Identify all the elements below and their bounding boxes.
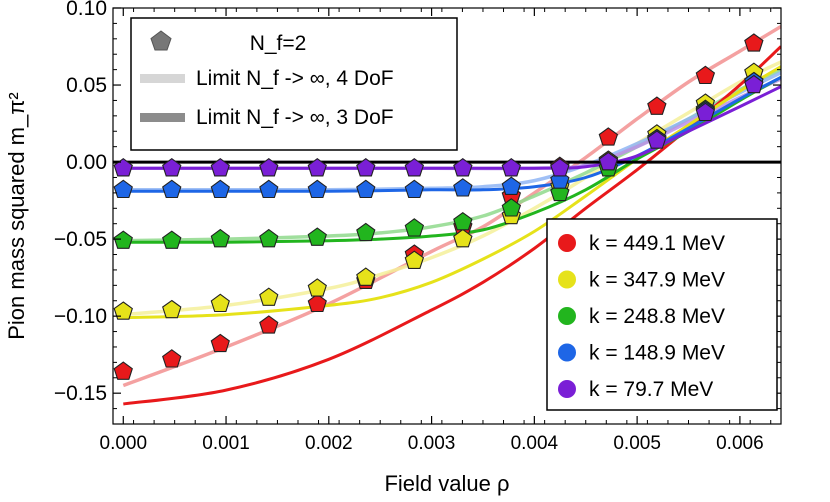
y-tick-label-1: −0.10 bbox=[54, 305, 107, 328]
y-tick-label-0: −0.15 bbox=[54, 382, 107, 405]
data-point-3-7 bbox=[453, 178, 473, 197]
data-point-4-2 bbox=[210, 158, 230, 177]
legend-label-4dof: Limit N_f -> ∞, 4 DoF bbox=[196, 67, 394, 90]
x-tick-label-1: 0.001 bbox=[202, 433, 250, 454]
data-point-0-11 bbox=[647, 96, 667, 115]
data-point-2-0 bbox=[113, 230, 133, 249]
plot-frame bbox=[112, 7, 782, 425]
data-point-2-1 bbox=[162, 230, 182, 249]
legend-swatch-3dof bbox=[140, 113, 185, 122]
x-tick-label-6: 0.006 bbox=[716, 433, 764, 454]
legend-pentagon-icon bbox=[150, 30, 172, 51]
x-tick-label-2: 0.002 bbox=[305, 433, 353, 454]
legend-dot-3 bbox=[558, 343, 576, 362]
legend-label-3dof: Limit N_f -> ∞, 3 DoF bbox=[196, 106, 394, 129]
x-tick-label-5: 0.005 bbox=[613, 433, 661, 454]
legend-series-label-2: k = 248.8 MeV bbox=[589, 305, 725, 328]
legend-series-label-3: k = 148.9 MeV bbox=[589, 342, 725, 365]
data-point-1-2 bbox=[210, 293, 230, 313]
data-point-3-8 bbox=[501, 176, 522, 195]
data-point-1-3 bbox=[259, 287, 279, 306]
data-point-0-4 bbox=[307, 293, 327, 313]
legend-series: k = 449.1 MeV k = 347.9 MeV k = 248.8 MeV k… bbox=[546, 218, 778, 411]
y-tick-label-2: −0.05 bbox=[54, 228, 107, 251]
data-point-4-0 bbox=[113, 158, 133, 177]
data-point-2-3 bbox=[259, 228, 279, 248]
data-point-0-10 bbox=[598, 127, 619, 146]
data-markers bbox=[113, 33, 764, 380]
legend-series-label-0: k = 449.1 MeV bbox=[589, 232, 725, 255]
curve-3dof-1 bbox=[123, 65, 781, 320]
data-point-3-5 bbox=[356, 179, 376, 199]
data-point-1-0 bbox=[113, 301, 133, 320]
data-point-2-4 bbox=[307, 227, 327, 246]
data-point-0-2 bbox=[210, 333, 230, 353]
data-point-4-12 bbox=[695, 102, 716, 122]
data-point-2-8 bbox=[501, 198, 522, 217]
data-point-2-2 bbox=[210, 228, 230, 248]
data-point-0-0 bbox=[113, 361, 133, 380]
data-point-4-1 bbox=[162, 158, 182, 177]
data-point-4-3 bbox=[259, 158, 279, 177]
y-tick-label-5: 0.10 bbox=[66, 0, 107, 20]
data-point-3-6 bbox=[404, 179, 425, 199]
data-point-2-5 bbox=[356, 222, 376, 242]
curve-4dof-1 bbox=[123, 60, 781, 317]
y-tick-label-3: 0.00 bbox=[66, 151, 107, 174]
y-tick-label-4: 0.05 bbox=[66, 74, 107, 97]
data-point-4-7 bbox=[453, 158, 473, 177]
data-point-3-2 bbox=[210, 179, 230, 199]
data-point-4-8 bbox=[501, 158, 522, 177]
y-axis-label: Pion mass squared m_π² bbox=[4, 92, 29, 340]
data-point-3-3 bbox=[259, 179, 279, 199]
x-axis-label: Field value ρ bbox=[384, 471, 509, 496]
legend-dot-4 bbox=[558, 380, 576, 398]
data-point-1-7 bbox=[453, 228, 473, 248]
curve-3dof-4 bbox=[123, 85, 781, 170]
data-point-1-5 bbox=[356, 267, 376, 286]
data-point-4-4 bbox=[307, 158, 327, 177]
data-point-4-13 bbox=[744, 74, 764, 94]
data-point-0-12 bbox=[695, 65, 716, 85]
data-point-4-5 bbox=[356, 158, 376, 177]
data-point-2-7 bbox=[453, 212, 473, 231]
data-point-3-0 bbox=[113, 179, 133, 199]
curve-3dof-0 bbox=[123, 45, 781, 406]
legend-label-nf2: N_f=2 bbox=[250, 32, 307, 55]
data-point-1-6 bbox=[404, 250, 425, 269]
data-point-1-1 bbox=[162, 299, 182, 319]
legend-swatch-4dof bbox=[140, 74, 185, 83]
data-point-4-9 bbox=[550, 158, 570, 177]
legend-series-label-1: k = 347.9 MeV bbox=[589, 269, 725, 292]
data-point-1-4 bbox=[307, 278, 327, 297]
data-point-4-6 bbox=[404, 158, 425, 177]
x-tick-label-0: 0.000 bbox=[100, 433, 148, 454]
data-point-3-1 bbox=[162, 179, 182, 199]
x-tick-label-4: 0.004 bbox=[511, 433, 559, 454]
legend-dot-2 bbox=[558, 307, 576, 325]
data-point-3-4 bbox=[307, 179, 327, 199]
legend-markers: N_f=2 Limit N_f -> ∞, 4 DoF Limit N_f ->… bbox=[130, 17, 458, 151]
data-point-4-10 bbox=[598, 151, 619, 171]
data-point-0-13 bbox=[744, 33, 764, 52]
axes: 0.000 0.001 0.002 0.003 0.004 0.005 0.006 −0.15… bbox=[54, 0, 781, 454]
data-point-2-6 bbox=[404, 218, 425, 237]
legend-dot-1 bbox=[558, 270, 576, 289]
legend-series-label-4: k = 79.7 MeV bbox=[589, 378, 713, 401]
data-point-0-1 bbox=[162, 349, 182, 368]
legend-dot-0 bbox=[558, 234, 576, 252]
x-tick-label-3: 0.003 bbox=[408, 433, 456, 454]
data-point-0-3 bbox=[259, 315, 279, 334]
data-point-4-11 bbox=[647, 130, 667, 149]
